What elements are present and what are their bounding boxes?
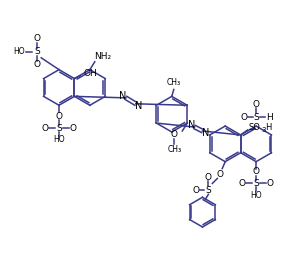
Text: S: S [254, 113, 259, 122]
Text: S: S [56, 123, 62, 133]
Text: S: S [34, 47, 40, 56]
Text: S: S [253, 179, 259, 188]
Text: H: H [265, 123, 272, 132]
Text: O: O [239, 179, 246, 188]
Text: O: O [42, 123, 49, 133]
Text: H: H [266, 113, 273, 122]
Text: OH: OH [84, 69, 97, 78]
Text: N: N [119, 91, 127, 101]
Text: O: O [240, 113, 247, 122]
Text: N: N [202, 128, 209, 138]
Text: O: O [253, 100, 260, 109]
Text: N: N [188, 120, 195, 130]
Text: O: O [217, 170, 224, 179]
Text: O: O [252, 167, 259, 176]
Text: O: O [267, 179, 274, 188]
Text: N: N [135, 101, 142, 111]
Text: HO: HO [53, 135, 65, 144]
Text: 3: 3 [261, 127, 266, 133]
Text: O: O [171, 130, 178, 139]
Text: O: O [55, 112, 62, 121]
Text: HO: HO [14, 47, 25, 56]
Text: O: O [34, 35, 41, 43]
Text: SO: SO [248, 123, 260, 132]
Text: O: O [34, 60, 41, 69]
Text: CH₃: CH₃ [167, 145, 181, 154]
Text: O: O [69, 123, 76, 133]
Text: O: O [192, 186, 199, 195]
Text: CH₃: CH₃ [167, 78, 181, 87]
Text: HO: HO [250, 191, 262, 200]
Text: S: S [206, 186, 211, 195]
Text: O: O [205, 173, 212, 182]
Text: NH₂: NH₂ [94, 52, 111, 61]
